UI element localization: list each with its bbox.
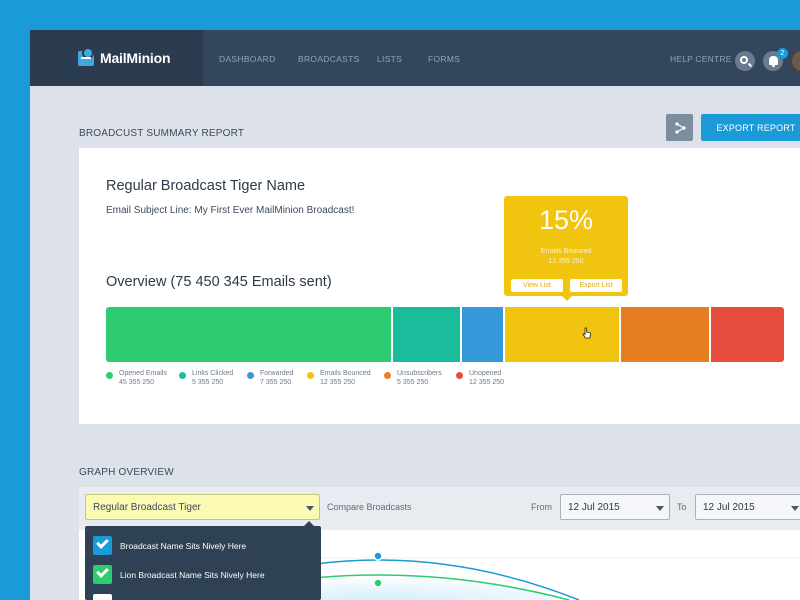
broadcast-select[interactable]: Regular Broadcast Tiger [85,494,320,520]
tooltip-value: 12 355 250 [548,258,584,265]
app-window: MailMinion DASHBOARD BROADCASTS LISTS FO… [30,30,800,600]
checkbox-unchecked[interactable] [93,594,112,600]
search-button[interactable] [735,51,755,71]
chevron-down-icon [656,506,664,511]
share-icon [674,121,686,134]
legend-label: Links Clicked [192,370,234,377]
dropdown-item-label: Broadcast Name Sits Nively Here [120,541,247,551]
legend-value: 5 355 250 [397,379,429,386]
bar-segment-links-clicked[interactable] [392,307,461,362]
legend-label: Forwarded [260,370,294,377]
compare-broadcasts-link[interactable]: Compare Broadcasts [327,502,412,512]
bar-segment-forwarded[interactable] [462,307,503,362]
chevron-down-icon [306,506,314,511]
summary-section-title: BROADCUST SUMMARY REPORT [79,128,245,139]
legend-label: Opened Emails [119,370,167,377]
bar-segment-unsubscribers[interactable] [621,307,709,362]
bar-segment-opened-emails[interactable] [106,307,391,362]
checkbox-checked[interactable] [93,565,112,584]
checkmark-icon [96,565,109,578]
email-subject-line: Email Subject Line: My First Ever MailMi… [106,205,355,216]
legend-dot [384,372,391,379]
to-label: To [677,502,687,512]
top-navigation: MailMinion DASHBOARD BROADCASTS LISTS FO… [30,30,800,86]
legend-dot [307,372,314,379]
tooltip-percent: 15% [538,205,594,235]
legend-dot [106,372,113,379]
legend-dot [179,372,186,379]
from-date-select[interactable]: 12 Jul 2015 [560,494,670,520]
legend-value: 12 355 250 [320,379,356,386]
graph-toolbar: Regular Broadcast Tiger Compare Broadcas… [79,487,800,530]
to-date-value: 12 Jul 2015 [703,502,755,513]
legend-value: 45 355 250 [119,379,155,386]
view-list-button[interactable]: View List [511,279,563,292]
legend-dot [247,372,254,379]
series-point-blue[interactable] [373,551,383,561]
bar-segment-emails-bounced[interactable] [504,307,619,362]
bell-icon [768,56,778,67]
export-report-button[interactable]: EXPORT REPORT [701,114,800,141]
legend-value: 7 355 250 [260,379,292,386]
share-button[interactable] [666,114,693,141]
dropdown-pointer [304,521,314,526]
notification-badge: 2 [777,48,788,59]
legend-label: Unsubscribers [397,370,442,377]
legend-value: 5 355 250 [192,379,224,386]
broadcast-dropdown-menu: Broadcast Name Sits Nively Here Lion Broa… [85,526,321,600]
dropdown-item[interactable]: Broadcast Name Sits Nively Here [85,532,321,560]
to-date-select[interactable]: 12 Jul 2015 [695,494,800,520]
bar-segment-unopened[interactable] [710,307,784,362]
from-date-value: 12 Jul 2015 [568,502,620,513]
summary-card: Regular Broadcast Tiger Name Email Subje… [79,148,800,424]
from-label: From [531,502,552,512]
user-avatar[interactable] [791,50,800,72]
export-list-button[interactable]: Export List [570,279,622,292]
brand-logo[interactable]: MailMinion [30,30,203,86]
nav-lists[interactable]: LISTS [377,54,403,64]
tooltip-label: Emails Bounced [540,248,592,255]
stacked-bar-chart [106,307,784,362]
legend-value: 12 355 250 [469,379,505,386]
overview-title: Overview (75 450 345 Emails sent) [106,274,332,290]
broadcast-select-value: Regular Broadcast Tiger [93,502,201,513]
search-icon [740,56,748,64]
nav-forms[interactable]: FORMS [428,54,461,64]
broadcast-name: Regular Broadcast Tiger Name [106,178,306,194]
pointer-cursor-icon [582,327,591,339]
nav-dashboard[interactable]: DASHBOARD [219,54,276,64]
chevron-down-icon [791,506,799,511]
dropdown-item-label: Lion Broadcast Name Sits Nively Here [120,570,265,580]
brand-name: MailMinion [100,50,171,66]
legend-label: Emails Bounced [320,370,371,377]
bar-tooltip: 15% Emails Bounced 12 355 250 View List … [504,196,628,301]
graph-section-title: GRAPH OVERVIEW [79,467,174,478]
checkbox-checked[interactable] [93,536,112,555]
series-point-green[interactable] [373,578,383,588]
help-centre-link[interactable]: HELP CENTRE [670,54,732,64]
mailbox-logo-icon [78,46,94,66]
legend-label: Unopened [469,370,502,377]
checkmark-icon [96,536,109,549]
nav-broadcasts[interactable]: BROADCASTS [298,54,360,64]
legend-dot [456,372,463,379]
dropdown-item[interactable]: Lion Broadcast Name Sits Nively Here [85,561,321,589]
dropdown-item[interactable]: Panther Broadcast Name Sits Nively Here [85,590,321,600]
